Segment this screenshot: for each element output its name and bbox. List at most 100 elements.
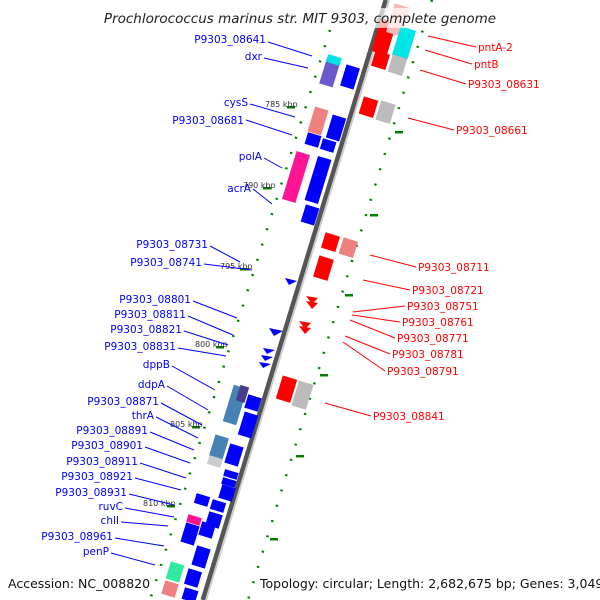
gene[interactable]: [275, 375, 298, 403]
gene[interactable]: [206, 455, 223, 468]
gene-label[interactable]: P9303_08831: [104, 341, 176, 353]
gene-P9303_08801[interactable]: [269, 328, 283, 336]
gene-P9303_08911[interactable]: [221, 477, 237, 488]
gene-cysS[interactable]: [307, 106, 329, 136]
gene-label[interactable]: P9303_08811: [114, 309, 186, 321]
gene-label[interactable]: P9303_08761: [402, 317, 474, 329]
gene-label[interactable]: dppB: [143, 359, 170, 371]
right-tick-track: [246, 0, 434, 600]
gene-label[interactable]: cysS: [224, 97, 248, 109]
gene[interactable]: [320, 232, 340, 252]
gene-P9303_08721[interactable]: [313, 255, 334, 281]
gene-label[interactable]: P9303_08771: [397, 333, 469, 345]
gene[interactable]: [237, 411, 259, 439]
gene-label[interactable]: P9303_08711: [418, 262, 490, 274]
footer-backdrop: [257, 572, 597, 594]
genome-backbone: [200, 0, 389, 600]
gene-label[interactable]: P9303_08631: [468, 79, 540, 91]
gene-label[interactable]: P9303_08741: [130, 257, 202, 269]
gene-chlI[interactable]: [180, 522, 200, 546]
gene-label[interactable]: penP: [83, 546, 109, 558]
gene-label[interactable]: P9303_08891: [76, 425, 148, 437]
gene-P9303_08891[interactable]: [224, 443, 244, 467]
gene-label[interactable]: P9303_08841: [373, 411, 445, 423]
gene-polA[interactable]: [281, 151, 311, 203]
gene[interactable]: [186, 514, 202, 526]
gene[interactable]: [340, 64, 360, 90]
ruler-label: 805 kbp: [170, 420, 203, 429]
gene-thrA[interactable]: [209, 434, 229, 460]
gene[interactable]: [325, 114, 347, 142]
gene-label[interactable]: P9303_08661: [456, 125, 528, 137]
gene-label[interactable]: P9303_08791: [387, 366, 459, 378]
ruler-label: 795 kbp: [220, 262, 253, 271]
gene[interactable]: [370, 50, 390, 70]
gene-P9303_08661[interactable]: [375, 100, 396, 124]
gene[interactable]: [358, 96, 379, 118]
gene-label[interactable]: chlI: [101, 515, 119, 527]
gene-label[interactable]: pntA-2: [478, 42, 513, 54]
gene-label[interactable]: ddpA: [138, 379, 166, 391]
gene-P9303_08641[interactable]: [326, 54, 342, 66]
gene-label[interactable]: P9303_08911: [66, 456, 138, 468]
topology-text: Topology: circular; Length: 2,682,675 bp…: [259, 576, 600, 591]
gene-P9303_08831[interactable]: [259, 362, 271, 368]
accession-text: Accession: NC_008820: [8, 576, 150, 591]
gene-label[interactable]: P9303_08821: [110, 324, 182, 336]
gene-P9303_08901[interactable]: [223, 469, 239, 480]
gene-label[interactable]: acrA: [227, 183, 252, 195]
gene-pntB[interactable]: [391, 26, 417, 60]
gene-P9303_08631[interactable]: [387, 54, 408, 76]
gene-P9303_08871[interactable]: [244, 394, 262, 412]
gene-label[interactable]: P9303_08731: [136, 239, 208, 251]
gene-label[interactable]: P9303_08921: [61, 471, 133, 483]
gene[interactable]: [218, 484, 236, 502]
gene-label[interactable]: P9303_08931: [55, 487, 127, 499]
ruler-label: 810 kbp: [143, 499, 176, 508]
map-title: Prochlorococcus marinus str. MIT 9303, c…: [104, 11, 496, 27]
gene[interactable]: [191, 545, 211, 569]
gene-label[interactable]: P9303_08751: [407, 301, 479, 313]
gene-label[interactable]: P9303_08961: [41, 531, 113, 543]
gene-label[interactable]: P9303_08901: [71, 440, 143, 452]
gene-acrA[interactable]: [304, 155, 332, 205]
gene-dppB[interactable]: [235, 384, 250, 403]
gene-label[interactable]: P9303_08871: [87, 396, 159, 408]
gene-P9303_08751[interactable]: [306, 296, 318, 304]
gene-label[interactable]: dxr: [245, 51, 263, 63]
gene-P9303_08841[interactable]: [291, 380, 314, 410]
gene-label[interactable]: P9303_08801: [119, 294, 191, 306]
ruler-label: 785 kbp: [265, 100, 298, 109]
gene-label[interactable]: ruvC: [98, 501, 123, 513]
gene-P9303_08961[interactable]: [198, 521, 216, 539]
gene-label[interactable]: polA: [239, 151, 263, 163]
gene-P9303_08781[interactable]: [299, 326, 311, 334]
gene-label[interactable]: pntB: [474, 59, 499, 71]
gene-label[interactable]: P9303_08681: [172, 115, 244, 127]
gene-P9303_08741[interactable]: [285, 278, 297, 285]
gene-penP[interactable]: [165, 561, 185, 583]
ruler-label: 800 kbp: [195, 340, 228, 349]
gene-P9303_08711[interactable]: [338, 237, 358, 258]
gene[interactable]: [319, 138, 337, 153]
gene[interactable]: [300, 204, 320, 226]
gene-label[interactable]: P9303_08641: [194, 34, 266, 46]
gene-P9303_08931[interactable]: [193, 493, 211, 507]
gene-P9303_08811[interactable]: [263, 348, 275, 354]
gene-ruvC[interactable]: [209, 499, 227, 513]
right-leader-lines: [324, 35, 477, 417]
gene[interactable]: [183, 568, 203, 588]
gene-label[interactable]: P9303_08781: [392, 349, 464, 361]
gene-P9303_08821[interactable]: [261, 355, 273, 361]
gene[interactable]: [181, 587, 199, 600]
forward-genes: [161, 54, 360, 600]
gene-label[interactable]: thrA: [132, 410, 155, 422]
gene[interactable]: [161, 580, 179, 598]
footer-backdrop: [5, 572, 155, 594]
gene-label[interactable]: P9303_08721: [412, 285, 484, 297]
gene-P9303_08771[interactable]: [299, 321, 311, 329]
title-backdrop: [95, 8, 505, 28]
gene-P9303_08761[interactable]: [306, 301, 318, 309]
gene-P9303_08681[interactable]: [304, 132, 322, 148]
